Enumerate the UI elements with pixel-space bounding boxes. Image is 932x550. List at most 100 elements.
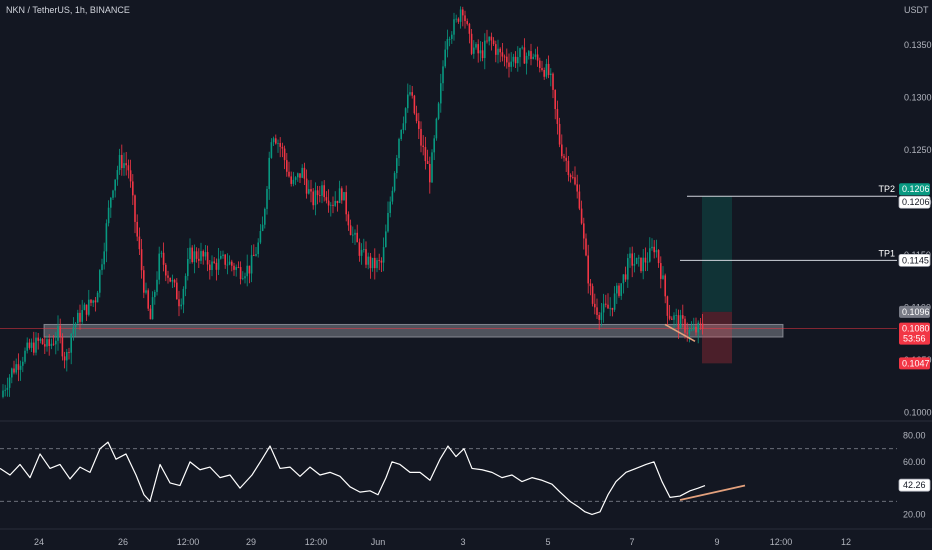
- candle-body: [270, 142, 273, 158]
- candle-body: [358, 242, 361, 256]
- candle-body: [521, 47, 523, 49]
- price-tag-label: 0.1145: [902, 255, 929, 265]
- candle-body: [57, 326, 59, 341]
- candle-body: [365, 249, 367, 265]
- candle-body: [371, 257, 374, 269]
- candle-body: [222, 254, 224, 256]
- candle-body: [165, 264, 167, 276]
- candle-body: [426, 161, 429, 164]
- candle-body: [389, 201, 391, 213]
- candle-body: [248, 265, 251, 274]
- candle-body: [453, 19, 455, 35]
- candle-body: [299, 173, 301, 178]
- candle-body: [312, 191, 314, 206]
- candle-body: [107, 207, 110, 224]
- candle-body: [345, 192, 347, 215]
- candle-body: [332, 204, 334, 206]
- candle-body: [140, 249, 143, 271]
- candle-body: [257, 242, 259, 255]
- candle-body: [17, 364, 20, 370]
- candle-body: [671, 318, 673, 320]
- price-tag: 0.1206: [899, 183, 930, 196]
- candle-body: [169, 277, 171, 282]
- level-label-tp2: TP2: [878, 184, 895, 194]
- candle-body: [321, 185, 323, 196]
- candle-body: [83, 304, 86, 310]
- candle-body: [105, 223, 108, 252]
- candle-body: [99, 270, 101, 293]
- candle-body: [627, 258, 629, 280]
- candle-body: [431, 152, 433, 183]
- candle-body: [591, 286, 594, 304]
- candle-body: [433, 138, 435, 153]
- candle-body: [92, 300, 94, 303]
- candle-body: [145, 290, 147, 293]
- candle-body: [250, 254, 253, 274]
- candle-body: [640, 257, 642, 272]
- candle-body: [314, 190, 317, 206]
- candle-body: [530, 51, 532, 59]
- candle-body: [387, 212, 389, 232]
- candle-body: [662, 275, 664, 279]
- price-tag: 0.1096: [899, 305, 930, 318]
- candle-body: [176, 282, 178, 300]
- candle-body: [596, 307, 598, 316]
- candle-body: [334, 200, 336, 206]
- candle-body: [283, 148, 286, 161]
- candle-body: [231, 261, 233, 266]
- candle-body: [583, 223, 585, 239]
- candle-body: [310, 189, 312, 192]
- candle-body: [338, 188, 341, 204]
- candle-body: [286, 160, 288, 172]
- candle-body: [268, 157, 270, 189]
- candle-body: [488, 36, 490, 42]
- candle-body: [699, 322, 702, 324]
- candle-body: [701, 323, 704, 329]
- candle-body: [266, 188, 268, 209]
- price-tag-box: [899, 305, 930, 318]
- candle-body: [519, 48, 521, 58]
- candle-body: [413, 95, 416, 114]
- candle-body: [244, 276, 246, 279]
- candle-body: [200, 251, 202, 261]
- candle-body: [682, 315, 684, 319]
- candle-body: [693, 326, 695, 330]
- candle-body: [539, 60, 541, 69]
- candle-body: [411, 92, 413, 96]
- x-tick-label: 12:00: [770, 537, 793, 547]
- candle-body: [479, 50, 482, 54]
- candle-body: [28, 342, 31, 348]
- candle-body: [561, 144, 563, 157]
- candle-body: [160, 252, 163, 254]
- candle-body: [473, 47, 475, 54]
- x-tick-label: 5: [545, 537, 550, 547]
- rsi-tick-label: 60.00: [903, 457, 926, 467]
- price-tag-box: [899, 183, 930, 196]
- rsi-value-label: 42.26: [903, 480, 926, 490]
- candle-body: [569, 175, 572, 178]
- x-tick-label: 9: [714, 537, 719, 547]
- candle-body: [605, 303, 607, 305]
- candle-body: [679, 315, 682, 329]
- price-trendline: [664, 323, 696, 342]
- candle-body: [580, 208, 583, 224]
- candle-body: [677, 315, 680, 329]
- price-tag-box: [899, 322, 930, 345]
- candle-body: [613, 293, 616, 310]
- candle-body: [576, 184, 578, 192]
- y-tick-label: 0.1250: [904, 145, 932, 155]
- candle-body: [138, 236, 141, 250]
- candle-body: [380, 260, 383, 263]
- candle-body: [448, 38, 451, 40]
- candle-body: [112, 190, 114, 198]
- candle-body: [635, 257, 638, 264]
- price-tag-box: [898, 195, 931, 209]
- candle-body: [440, 83, 442, 104]
- candle-body: [385, 231, 387, 248]
- candle-body: [653, 246, 655, 253]
- candle-body: [195, 251, 198, 259]
- price-tag-label: 0.1206: [902, 184, 930, 194]
- candle-body: [367, 256, 369, 265]
- candle-body: [101, 264, 103, 271]
